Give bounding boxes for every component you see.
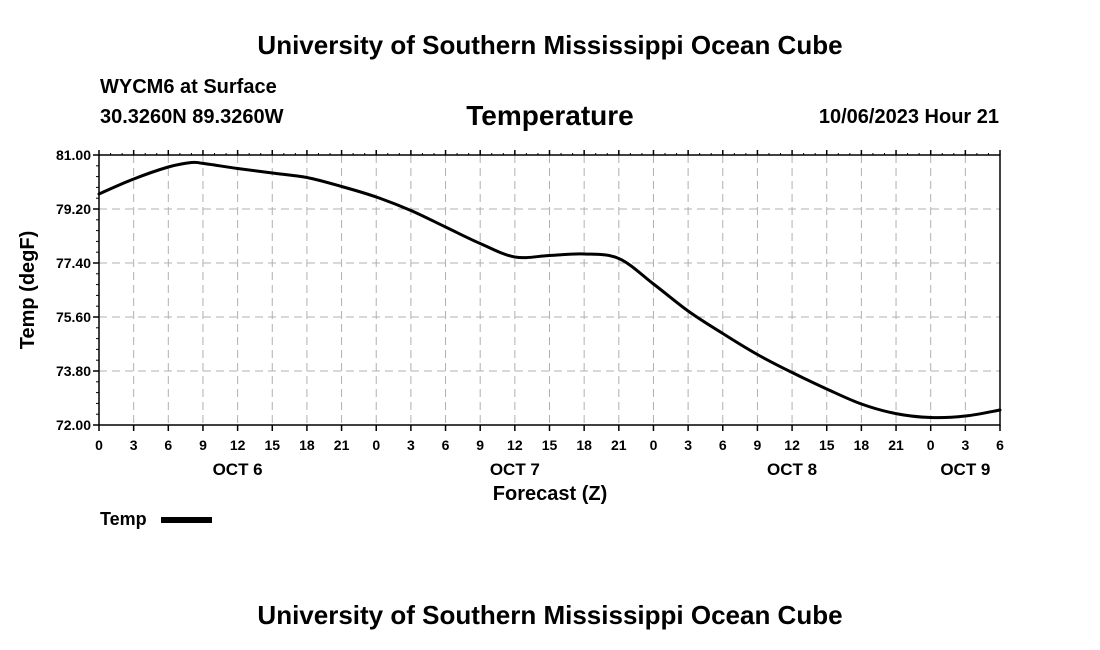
variable-title: Temperature: [466, 100, 634, 131]
axis-labels: 72.00 73.80 75.60 77.40 79.20 81.00 0 3 6 9 12 15 18…: [56, 147, 1004, 479]
x-tick-label: 21: [611, 437, 627, 453]
x-tick-label: 0: [927, 437, 935, 453]
x-tick-label: 18: [854, 437, 870, 453]
datetime-label: 10/06/2023 Hour 21: [818, 106, 999, 128]
x-tick-label: 15: [542, 437, 558, 453]
x-tick-label: 21: [334, 437, 350, 453]
x-tick-label: 3: [130, 437, 138, 453]
x-axis-title: Forecast (Z): [493, 483, 607, 505]
grid: [99, 155, 1000, 425]
x-tick-label: 6: [719, 437, 727, 453]
x-tick-label: 18: [299, 437, 315, 453]
x-tick-label: 6: [996, 437, 1004, 453]
station-label: WYCM6 at Surface: [100, 76, 277, 98]
y-tick-label: 75.60: [56, 309, 91, 325]
series-line-temp: [97, 160, 1002, 420]
x-tick-label: 6: [164, 437, 172, 453]
x-tick-label: 15: [819, 437, 835, 453]
x-tick-label: 18: [576, 437, 592, 453]
y-tick-label: 77.40: [56, 255, 91, 271]
x-tick-label: 0: [95, 437, 103, 453]
x-tick-label: 3: [961, 437, 969, 453]
x-tick-label: 15: [264, 437, 280, 453]
y-tick-label: 73.80: [56, 363, 91, 379]
y-tick-label: 72.00: [56, 417, 91, 433]
x-tick-label: 0: [372, 437, 380, 453]
legend-label-temp: Temp: [100, 509, 147, 529]
day-label: OCT 8: [767, 460, 817, 479]
x-tick-label: 3: [684, 437, 692, 453]
day-label: OCT 6: [213, 460, 263, 479]
day-label: OCT 9: [940, 460, 990, 479]
x-tick-label: 12: [507, 437, 523, 453]
series-layer: [97, 160, 1002, 420]
x-tick-label: 3: [407, 437, 415, 453]
x-tick-label: 12: [784, 437, 800, 453]
x-tick-label: 9: [199, 437, 207, 453]
x-tick-label: 0: [650, 437, 658, 453]
x-tick-label: 21: [888, 437, 904, 453]
legend: Temp: [100, 509, 212, 529]
x-tick-label: 12: [230, 437, 246, 453]
plot-frame: [98, 154, 1001, 426]
page-title: University of Southern Mississippi Ocean…: [257, 30, 843, 60]
footer-title: University of Southern Mississippi Ocean…: [257, 600, 843, 630]
day-label: OCT 7: [490, 460, 540, 479]
y-axis-title: Temp (degF): [17, 231, 39, 350]
axis-ticks: [93, 150, 1001, 431]
y-tick-label: 79.20: [56, 201, 91, 217]
x-tick-label: 9: [476, 437, 484, 453]
y-tick-label: 81.00: [56, 147, 91, 163]
coordinates-label: 30.3260N 89.3260W: [100, 106, 284, 128]
x-tick-label: 6: [442, 437, 450, 453]
x-tick-label: 9: [754, 437, 762, 453]
